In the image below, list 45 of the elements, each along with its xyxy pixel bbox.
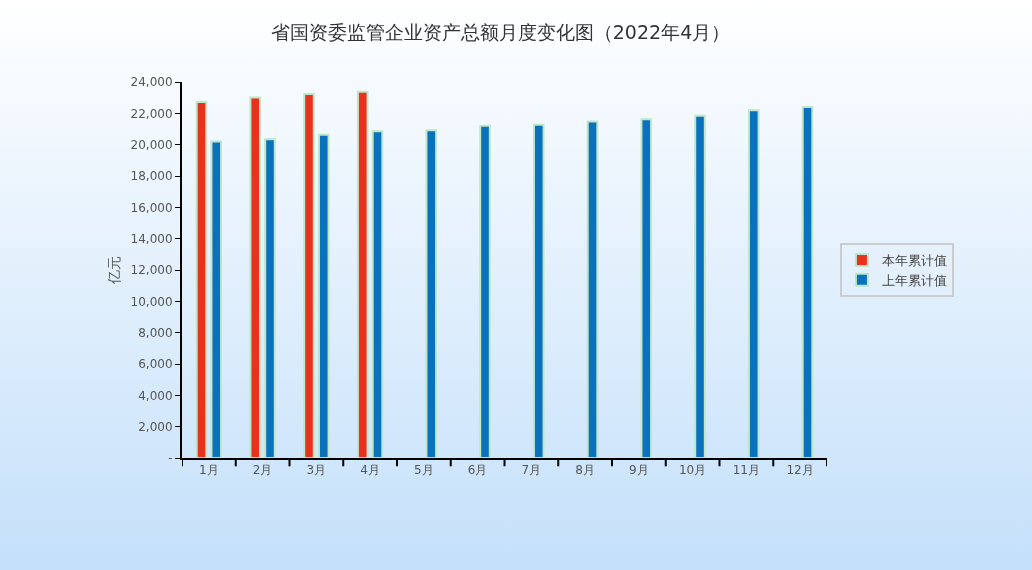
legend-label: 本年累计值 <box>881 253 947 269</box>
bar <box>210 140 223 458</box>
y-tick-label: - <box>168 451 173 466</box>
bar <box>694 114 706 458</box>
x-tick-label: 3月 <box>306 463 327 478</box>
chart-title: 省国资委监管企业资产总额月度变化图（2022年4月） <box>270 20 731 43</box>
y-tick-label: 4,000 <box>138 388 173 403</box>
x-tick-label: 5月 <box>414 463 434 478</box>
bar <box>303 92 315 458</box>
y-tick-label: 10,000 <box>130 294 173 309</box>
y-tick-label: 14,000 <box>130 231 173 246</box>
x-tick-label: 11月 <box>732 463 761 478</box>
y-tick-label: 16,000 <box>130 200 173 215</box>
bar <box>747 109 760 458</box>
bar <box>264 138 276 458</box>
bar <box>371 130 384 458</box>
bar <box>356 90 369 458</box>
bar <box>640 118 653 458</box>
y-tick-label: 18,000 <box>130 169 173 184</box>
x-tick-label: 8月 <box>575 463 595 478</box>
x-tick-label: 10月 <box>678 463 707 478</box>
y-tick-label: 2,000 <box>138 419 173 434</box>
legend-label: 上年累计值 <box>881 272 947 288</box>
y-tick-label: 12,000 <box>130 263 173 278</box>
y-tick-label: 8,000 <box>138 325 173 340</box>
x-tick-label: 7月 <box>521 463 542 478</box>
bar <box>586 120 599 458</box>
bar <box>801 106 814 458</box>
y-axis-title: 亿元 <box>105 256 122 285</box>
x-tick-label: 6月 <box>467 463 488 478</box>
x-tick-label: 12月 <box>786 463 814 478</box>
x-tick-label: 9月 <box>629 463 649 478</box>
bar <box>532 123 545 458</box>
x-tick-label: 4月 <box>360 463 380 478</box>
y-tick-label: 22,000 <box>130 106 173 121</box>
y-tick-label: 24,000 <box>130 75 173 90</box>
bar <box>479 124 491 458</box>
bar <box>195 100 208 458</box>
x-tick-label: 1月 <box>199 463 219 478</box>
bar <box>249 96 262 458</box>
bar <box>425 129 438 458</box>
y-tick-label: 6,000 <box>138 357 173 372</box>
x-tick-label: 2月 <box>252 463 273 478</box>
y-tick-label: 20,000 <box>130 137 173 152</box>
bar <box>317 133 330 458</box>
